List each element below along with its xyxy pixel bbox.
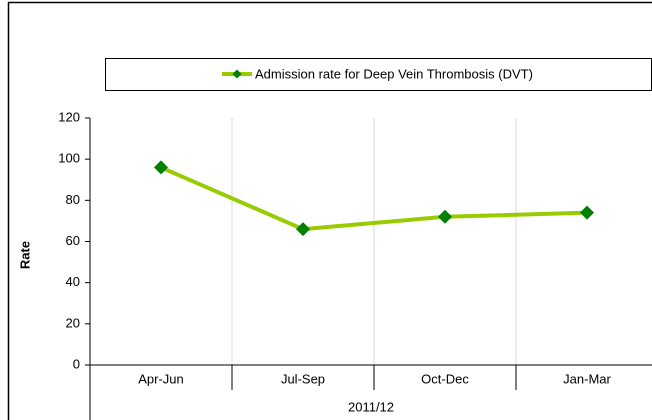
legend-label: Admission rate for Deep Vein Thrombosis … (255, 66, 533, 81)
series-line (160, 165, 588, 232)
y-tick-label: 40 (66, 274, 80, 289)
y-axis-label: Rate (17, 241, 32, 269)
x-tick-label: Apr-Jun (138, 371, 184, 386)
legend-marker (232, 69, 242, 79)
data-marker (438, 209, 452, 224)
y-tick-label: 60 (66, 233, 80, 248)
y-tick-label: 100 (58, 151, 80, 166)
legend-box (105, 58, 652, 91)
y-tick-label: 20 (66, 315, 80, 330)
x-group-label: 2011/12 (348, 399, 394, 414)
y-tick-label: 80 (66, 192, 80, 207)
data-marker (296, 222, 310, 237)
y-tick-label: 0 (73, 356, 80, 371)
y-tick-label: 120 (58, 109, 80, 124)
x-tick-label: Oct-Dec (421, 371, 469, 386)
data-marker (580, 205, 594, 220)
x-tick-label: Jul-Sep (281, 371, 325, 386)
x-tick-label: Jan-Mar (563, 371, 611, 386)
data-marker (154, 160, 168, 175)
